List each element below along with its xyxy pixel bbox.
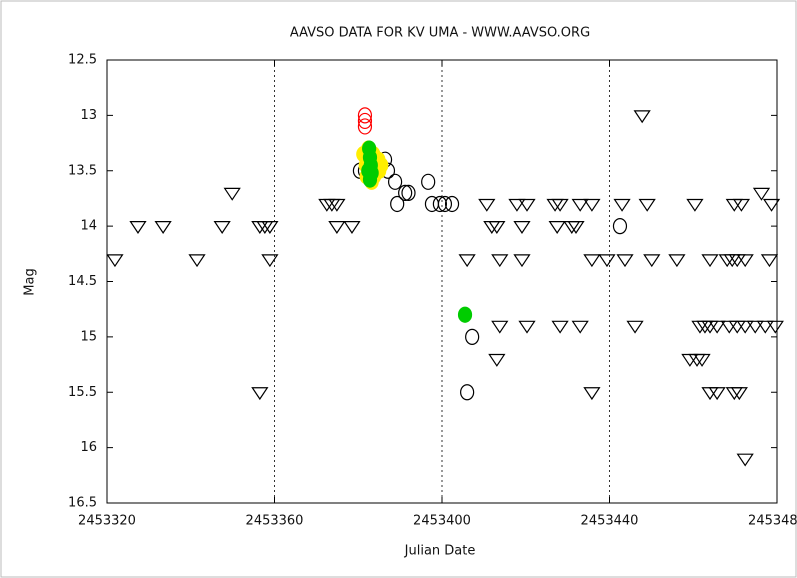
upper-limit-marker (583, 254, 601, 268)
upper-limit-marker (732, 198, 751, 212)
observation-marker (421, 173, 436, 190)
upper-limit-marker (583, 198, 601, 212)
upper-limit-marker (760, 254, 779, 268)
upper-limit-marker (213, 221, 231, 234)
upper-limit-marker (567, 221, 585, 234)
upper-limit-marker (488, 353, 506, 367)
upper-limit-marker (508, 198, 526, 212)
upper-limit-marker (633, 110, 651, 124)
upper-limit-marker (188, 254, 206, 268)
upper-limit-marker (551, 198, 569, 212)
upper-limit-marker (571, 320, 589, 334)
y-tick-label: 14.5 (68, 274, 97, 289)
y-tick-label: 16 (80, 440, 97, 455)
upper-limit-marker (746, 320, 764, 334)
y-axis-label: Mag (23, 268, 38, 295)
x-axis-label: Julian Date (404, 544, 476, 559)
upper-limit-marker (708, 387, 726, 401)
upper-limit-marker (598, 254, 616, 268)
observation-marker (444, 195, 460, 213)
upper-limit-marker (261, 221, 279, 234)
x-tick-label: 2453440 (581, 514, 639, 529)
upper-limit-marker (551, 320, 569, 334)
upper-limit-marker (491, 254, 509, 268)
upper-limit-marker (478, 198, 496, 212)
observation-marker (362, 171, 378, 188)
upper-limit-marker (752, 187, 771, 201)
upper-limit-marker (261, 254, 279, 268)
upper-limit-marker (518, 320, 536, 334)
upper-limit-marker (583, 387, 601, 401)
y-tick-label: 14 (80, 219, 97, 234)
y-tick-label: 16.5 (68, 496, 97, 511)
upper-limit-marker (571, 198, 589, 212)
upper-limit-marker (708, 320, 726, 334)
upper-limit-marker (693, 353, 711, 367)
upper-limit-marker (638, 198, 656, 212)
upper-limit-marker (686, 198, 704, 212)
upper-limit-marker (766, 320, 784, 334)
y-tick-label: 15 (80, 329, 97, 344)
upper-limit-marker (613, 198, 631, 212)
observation-marker (357, 107, 373, 124)
observation-marker (465, 328, 480, 345)
observation-marker (357, 112, 373, 130)
y-tick-label: 12.5 (68, 53, 97, 68)
upper-limit-marker (106, 254, 124, 268)
x-tick-label: 2453480 (748, 514, 797, 529)
upper-limit-marker (154, 221, 172, 234)
y-tick-label: 15.5 (68, 385, 97, 400)
observation-marker (612, 218, 628, 235)
x-tick-label: 2453400 (413, 514, 471, 529)
upper-limit-marker (626, 320, 644, 334)
upper-limit-marker (513, 254, 531, 268)
y-tick-label: 13.5 (68, 163, 97, 178)
upper-limit-marker (129, 221, 147, 234)
upper-limit-marker (223, 187, 241, 201)
upper-limit-marker (251, 387, 269, 401)
upper-limit-marker (643, 254, 661, 268)
observation-marker (357, 118, 373, 135)
upper-limit-marker (756, 320, 774, 334)
observation-marker (457, 306, 473, 323)
upper-limit-marker (513, 221, 531, 234)
upper-limit-marker (328, 198, 346, 212)
upper-limit-marker (458, 254, 476, 268)
upper-limit-marker (488, 221, 506, 234)
upper-limit-marker (518, 198, 536, 212)
upper-limit-marker (701, 254, 719, 268)
upper-limit-marker (736, 320, 754, 334)
observation-marker (437, 195, 453, 213)
upper-limit-marker (762, 198, 781, 212)
observation-marker (460, 384, 475, 401)
upper-limit-marker (328, 221, 346, 234)
upper-limit-marker (548, 221, 566, 234)
x-tick-label: 2453320 (78, 514, 136, 529)
upper-limit-marker (668, 254, 686, 268)
observation-marker (390, 195, 405, 213)
y-tick-label: 13 (80, 108, 97, 123)
x-tick-label: 2453360 (246, 514, 304, 529)
upper-limit-marker (730, 387, 748, 401)
upper-limit-marker (736, 453, 754, 467)
upper-limit-marker (343, 221, 361, 234)
upper-limit-marker (491, 320, 509, 334)
observation-marker (398, 184, 413, 201)
chart-title: AAVSO DATA FOR KV UMA - WWW.AAVSO.ORG (290, 26, 590, 41)
upper-limit-marker (616, 254, 634, 268)
upper-limit-marker (736, 254, 754, 268)
observation-marker (401, 184, 416, 201)
observation-marker (432, 195, 448, 213)
observation-marker (388, 173, 403, 190)
